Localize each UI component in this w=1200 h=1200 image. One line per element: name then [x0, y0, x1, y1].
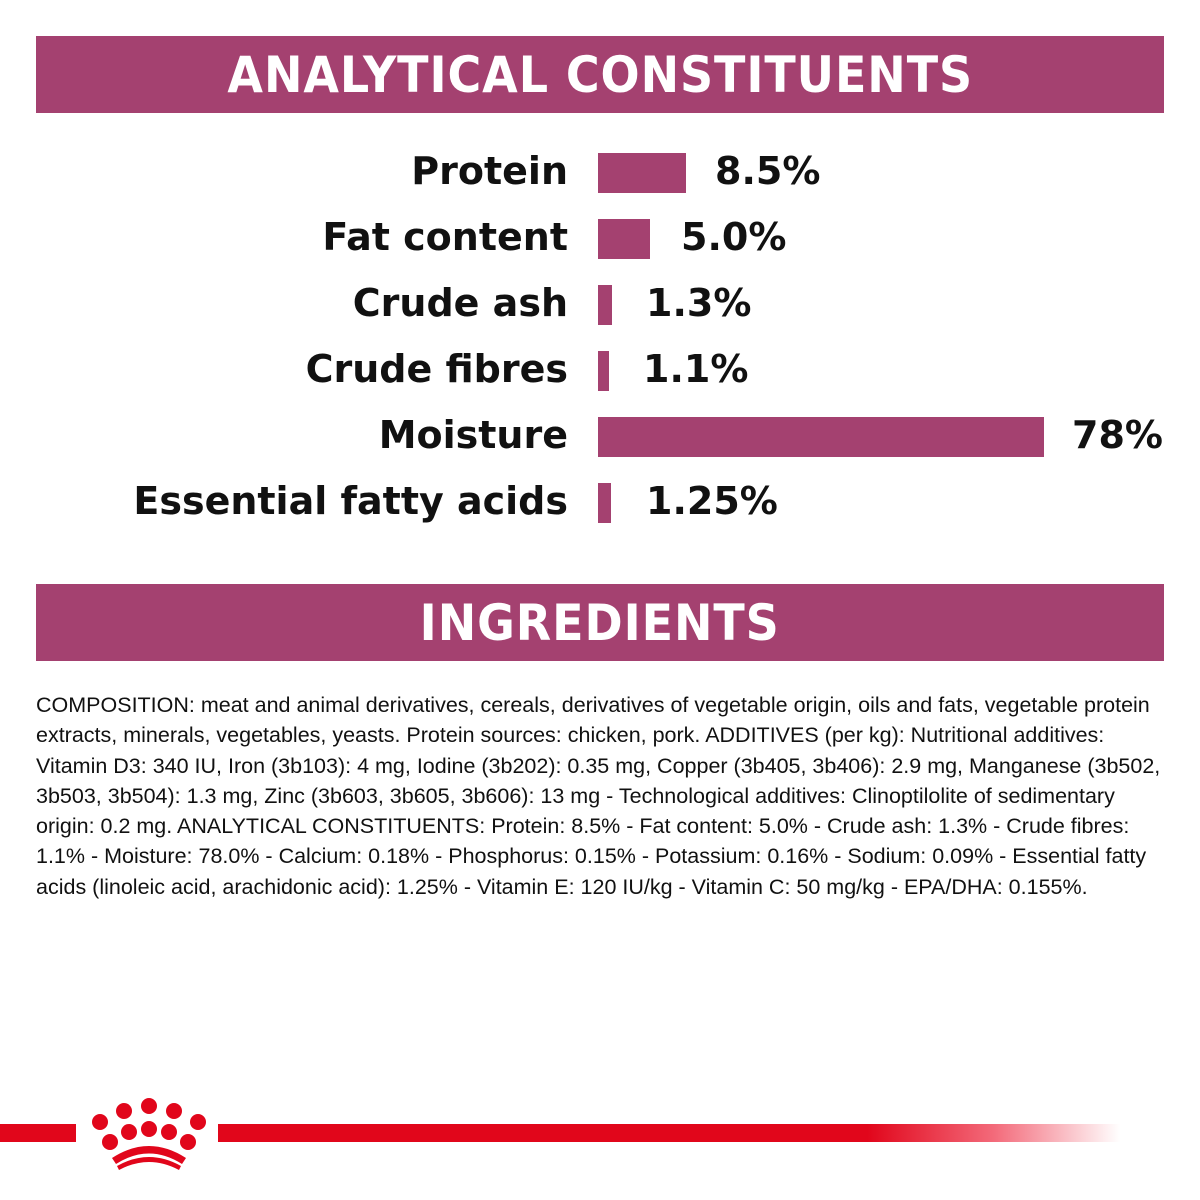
row-label: Crude ash [352, 281, 568, 325]
ingredients-banner: INGREDIENTS [36, 584, 1164, 661]
chart-row-moisture: Moisture 78% [0, 407, 1200, 473]
row-value: 78% [1072, 413, 1163, 457]
crown-icon [92, 1098, 206, 1170]
chart-row-protein: Protein 8.5% [0, 143, 1200, 209]
bar [598, 483, 611, 523]
row-label: Fat content [322, 215, 568, 259]
row-value: 1.25% [646, 479, 778, 523]
composition-text: COMPOSITION: meat and animal derivatives… [36, 693, 1161, 899]
row-value: 1.3% [646, 281, 752, 325]
chart-row-crude-fibres: Crude fibres 1.1% [0, 341, 1200, 407]
row-value: 5.0% [681, 215, 787, 259]
row-value: 8.5% [715, 149, 821, 193]
analytical-constituents-title: ANALYTICAL CONSTITUENTS [227, 45, 973, 104]
row-label: Essential fatty acids [133, 479, 568, 523]
bar [598, 351, 609, 391]
ingredients-title: INGREDIENTS [419, 593, 781, 652]
footer-red-line-right [218, 1124, 1120, 1142]
analytical-constituents-banner: ANALYTICAL CONSTITUENTS [36, 36, 1164, 113]
footer-red-line-left [0, 1124, 76, 1142]
row-label: Crude fibres [305, 347, 568, 391]
chart-row-fat-content: Fat content 5.0% [0, 209, 1200, 275]
chart-row-crude-ash: Crude ash 1.3% [0, 275, 1200, 341]
bar [598, 285, 612, 325]
chart-row-essential-fatty-acids: Essential fatty acids 1.25% [0, 473, 1200, 539]
row-value: 1.1% [643, 347, 749, 391]
row-label: Protein [411, 149, 568, 193]
bar [598, 417, 1044, 457]
bar [598, 153, 686, 193]
row-label: Moisture [378, 413, 568, 457]
bar [598, 219, 650, 259]
